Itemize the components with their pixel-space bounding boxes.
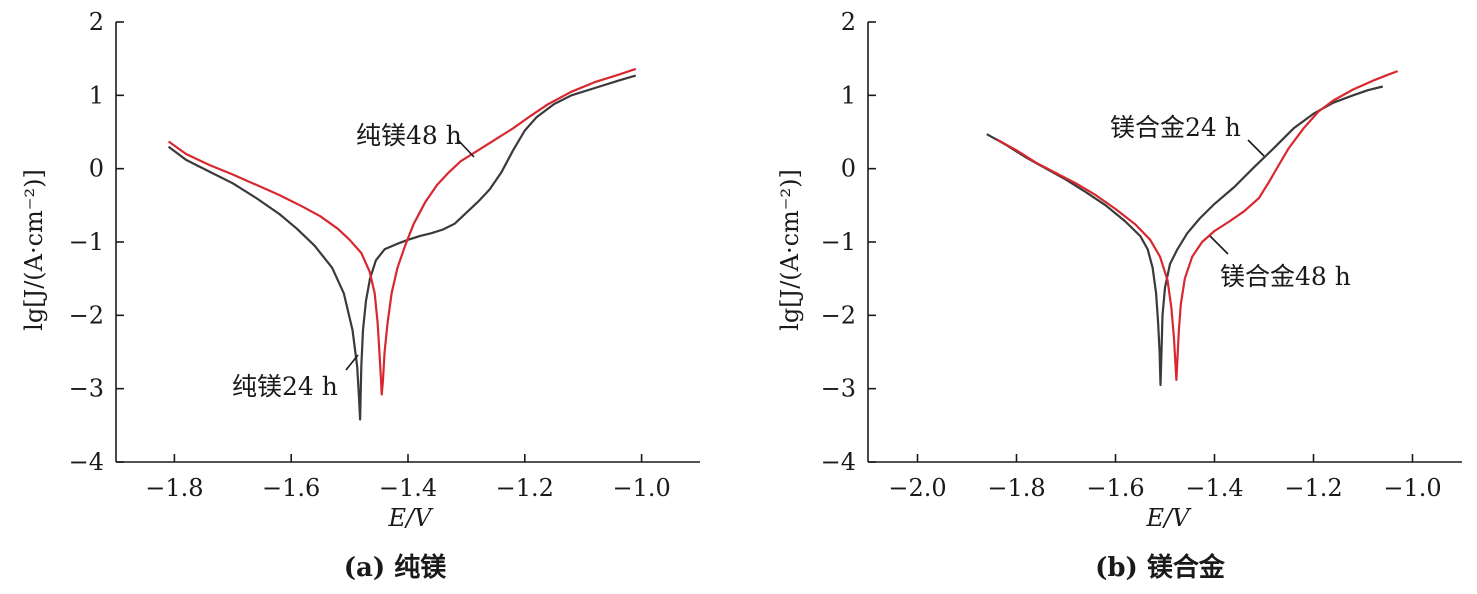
panel-a-annotation-24h-leader (345, 354, 359, 371)
panel-b-x-axis-title: E/V (1146, 504, 1193, 532)
panel-a-x-axis-title: E/V (388, 504, 435, 532)
panel-a-x-ticks: −1.8 −1.6 −1.4 −1.2 −1.0 (145, 454, 671, 502)
panel-a-x-tick-label: −1.8 (145, 474, 203, 502)
panel-b-x-tick-label: −1.4 (1185, 474, 1243, 502)
panel-b-annotation-24h-leader (1247, 139, 1265, 157)
panel-b-y-tick-label: 0 (841, 155, 856, 183)
panel-b-x-tick-label: −1.8 (987, 474, 1045, 502)
panel-b: −4 −3 −2 −1 0 1 2 −2.0 −1.8 −1.6 −1.4 −1.2 −1.0 镁合金… (776, 8, 1462, 583)
panel-b-y-tick-label: −3 (821, 375, 856, 403)
panel-b-annotation-24h: 镁合金24 h (1110, 113, 1241, 142)
panel-b-x-tick-label: −1.2 (1284, 474, 1342, 502)
panel-a-y-tick-label: −4 (69, 448, 104, 476)
panel-a-y-tick-label: −1 (69, 228, 104, 256)
panel-a-series-line-1 (167, 67, 637, 396)
panel-a-annotation-24h: 纯镁24 h (232, 372, 338, 401)
panel-b-y-tick-label: −4 (821, 448, 856, 476)
panel-a-caption: (a) 纯镁 (344, 552, 447, 583)
panel-a-x-tick-label: −1.4 (379, 474, 437, 502)
panel-a-y-tick-label: −2 (69, 301, 104, 329)
panel-b-caption: (b) 镁合金 (1095, 552, 1226, 583)
panel-a-x-tick-label: −1.0 (612, 474, 670, 502)
panel-b-y-ticks: −4 −3 −2 −1 0 1 2 (821, 8, 876, 476)
panel-b-x-tick-label: −2.0 (888, 474, 946, 502)
panel-b-y-tick-label: −2 (821, 301, 856, 329)
panel-b-y-tick-label: 1 (841, 81, 856, 109)
panel-b-series (986, 70, 1399, 387)
panel-a-series (167, 67, 637, 421)
panel-a-y-ticks: −4 −3 −2 −1 0 1 2 (69, 8, 124, 476)
panel-a-x-tick-label: −1.6 (262, 474, 320, 502)
panel-b-y-tick-label: 2 (841, 8, 856, 36)
panel-b-x-tick-label: −1.6 (1086, 474, 1144, 502)
panel-a-annotation-48h: 纯镁48 h (356, 121, 462, 150)
panel-b-x-ticks: −2.0 −1.8 −1.6 −1.4 −1.2 −1.0 (888, 454, 1442, 502)
panel-a-annotation-48h-leader (457, 139, 475, 158)
panel-b-series-line-0 (986, 85, 1384, 387)
panel-a-x-tick-label: −1.2 (496, 474, 554, 502)
panel-b-y-axis-title: lg[J/(A·cm⁻²)] (776, 169, 804, 331)
panel-a-y-tick-label: 2 (89, 8, 104, 36)
panel-b-x-tick-label: −1.0 (1383, 474, 1441, 502)
panel-a-series-line-0 (167, 74, 637, 421)
panel-a-y-axis-title: lg[J/(A·cm⁻²)] (20, 169, 48, 331)
panel-a-y-tick-label: 0 (89, 155, 104, 183)
panel-b-series-line-1 (996, 70, 1399, 381)
panel-b-annotation-48h-leader (1209, 235, 1229, 255)
panel-b-y-tick-label: −1 (821, 228, 856, 256)
panel-a-y-tick-label: 1 (89, 81, 104, 109)
panel-a-axes (115, 22, 700, 463)
panel-a-y-tick-label: −3 (69, 375, 104, 403)
panel-b-annotation-48h: 镁合金48 h (1220, 262, 1351, 291)
